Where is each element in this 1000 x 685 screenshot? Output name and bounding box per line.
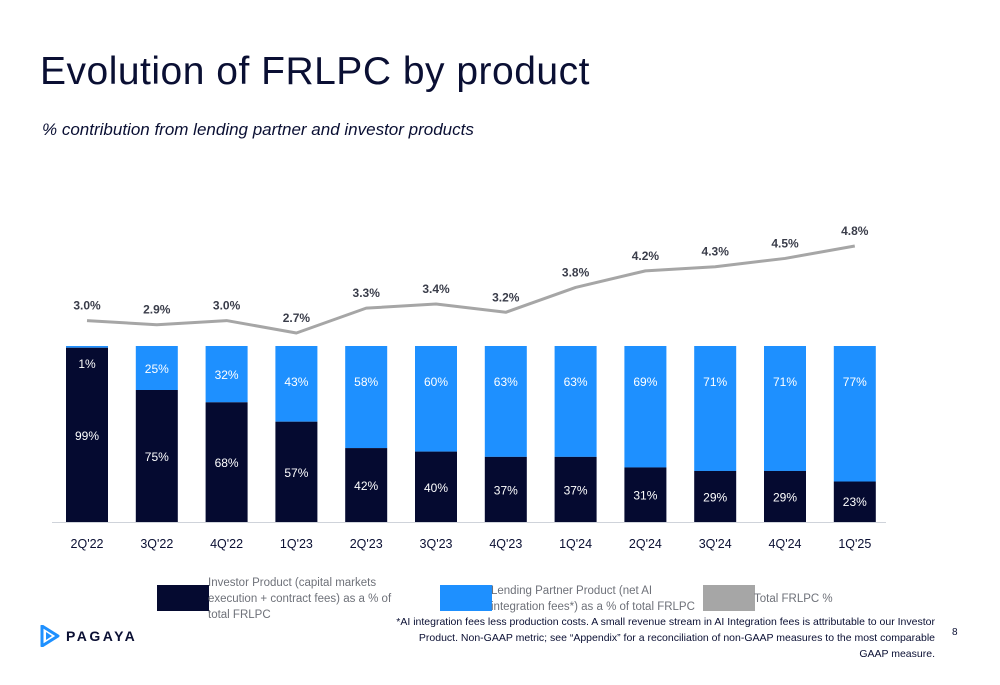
bar-investor-2Q'23 (345, 448, 388, 522)
bar-investor-3Q'22 (135, 390, 178, 522)
x-tick-3Q'23: 3Q'23 (420, 537, 453, 551)
x-tick-1Q'25: 1Q'25 (838, 537, 871, 551)
x-tick-1Q'24: 1Q'24 (559, 537, 592, 551)
bar-lending-3Q'22 (135, 346, 178, 390)
bar-lending-1Q'24 (554, 346, 597, 457)
bar-investor-1Q'25 (833, 481, 876, 522)
legend-total-label: Total FRLPC % (754, 593, 833, 605)
label-lending-4Q'22: 32% (215, 368, 239, 382)
total-label-3Q'22: 2.9% (143, 303, 171, 317)
label-investor-3Q'23: 40% (424, 481, 448, 495)
total-label-3Q'24: 4.3% (702, 245, 730, 259)
label-investor-1Q'24: 37% (564, 483, 588, 497)
chart: 1% 99% 25% 75% 32% 68% 43% 57% 58% 42% 60% 40% 63% 37… (52, 224, 886, 551)
pagaya-logo: PAGAYA (40, 625, 137, 647)
label-lending-4Q'23: 63% (494, 375, 518, 389)
bar-lending-4Q'23 (484, 346, 527, 457)
label-lending-1Q'25: 77% (843, 375, 867, 389)
legend-lending-swatch (440, 585, 492, 611)
bar-lending-4Q'24 (764, 346, 806, 471)
label-lending-3Q'23: 60% (424, 375, 448, 389)
total-label-3Q'23: 3.4% (422, 282, 450, 296)
x-tick-2Q'22: 2Q'22 (71, 537, 104, 551)
x-tick-3Q'24: 3Q'24 (699, 537, 732, 551)
bar-lending-1Q'23 (275, 346, 318, 422)
x-tick-3Q'22: 3Q'22 (140, 537, 173, 551)
label-investor-1Q'23: 57% (284, 466, 308, 480)
bar-lending-4Q'22 (205, 346, 248, 403)
x-tick-4Q'23: 4Q'23 (489, 537, 522, 551)
label-investor-1Q'25: 23% (843, 495, 867, 509)
bar-investor-4Q'23 (484, 456, 527, 522)
bar-lending-1Q'25 (833, 346, 876, 482)
bar-lending-3Q'24 (694, 346, 737, 471)
bar-investor-3Q'24 (694, 470, 737, 522)
pagaya-logo-icon (40, 625, 60, 647)
label-investor-3Q'22: 75% (145, 450, 169, 464)
bar-investor-3Q'23 (415, 451, 457, 522)
label-investor-2Q'23: 42% (354, 479, 378, 493)
bar-lending-2Q'24 (624, 346, 667, 468)
total-label-2Q'22: 3.0% (73, 299, 101, 313)
legend-investor-label: Investor Product (capital markets execut… (208, 577, 392, 621)
total-label-1Q'25: 4.8% (841, 224, 869, 238)
label-investor-2Q'24: 31% (633, 489, 657, 503)
total-label-2Q'24: 4.2% (632, 249, 660, 263)
legend-total-swatch (703, 585, 755, 611)
bar-investor-2Q'22 (66, 347, 108, 522)
page-subtitle: % contribution from lending partner and … (42, 120, 474, 139)
x-tick-2Q'24: 2Q'24 (629, 537, 662, 551)
legend-lending-label: Lending Partner Product (net AI integrat… (491, 585, 695, 613)
label-lending-3Q'22: 25% (145, 362, 169, 376)
bar-investor-2Q'24 (624, 467, 667, 522)
total-label-1Q'23: 2.7% (283, 311, 311, 325)
x-tick-4Q'22: 4Q'22 (210, 537, 243, 551)
label-investor-4Q'23: 37% (494, 483, 518, 497)
legend-investor-swatch (157, 585, 209, 611)
label-investor-2Q'22: 99% (75, 429, 99, 443)
bar-investor-4Q'22 (205, 402, 248, 522)
total-label-4Q'23: 3.2% (492, 290, 520, 304)
label-lending-3Q'24: 71% (703, 375, 727, 389)
label-lending-2Q'24: 69% (633, 375, 657, 389)
bar-lending-2Q'22 (66, 346, 108, 348)
label-investor-4Q'24: 29% (773, 490, 797, 504)
label-investor-3Q'24: 29% (703, 490, 727, 504)
total-frlpc-line (86, 244, 856, 335)
bar-investor-1Q'23 (275, 421, 318, 522)
label-lending-2Q'22: 1% (78, 357, 96, 371)
total-label-4Q'22: 3.0% (213, 299, 241, 313)
label-lending-4Q'24: 71% (773, 375, 797, 389)
x-tick-2Q'23: 2Q'23 (350, 537, 383, 551)
logo-text: PAGAYA (66, 628, 138, 644)
bar-lending-3Q'23 (415, 346, 457, 452)
footnote: *AI integration fees less production cos… (396, 616, 935, 660)
x-tick-1Q'23: 1Q'23 (280, 537, 313, 551)
total-label-4Q'24: 4.5% (771, 236, 799, 250)
x-tick-4Q'24: 4Q'24 (769, 537, 802, 551)
bar-lending-2Q'23 (345, 346, 388, 449)
bar-investor-1Q'24 (554, 456, 597, 522)
label-lending-1Q'24: 63% (564, 375, 588, 389)
bar-investor-4Q'24 (764, 470, 806, 522)
page-number: 8 (952, 627, 958, 638)
label-investor-4Q'22: 68% (215, 456, 239, 470)
label-lending-2Q'23: 58% (354, 375, 378, 389)
page-title: Evolution of FRLPC by product (40, 50, 590, 93)
total-label-2Q'23: 3.3% (353, 286, 381, 300)
label-lending-1Q'23: 43% (284, 375, 308, 389)
total-label-1Q'24: 3.8% (562, 265, 590, 279)
